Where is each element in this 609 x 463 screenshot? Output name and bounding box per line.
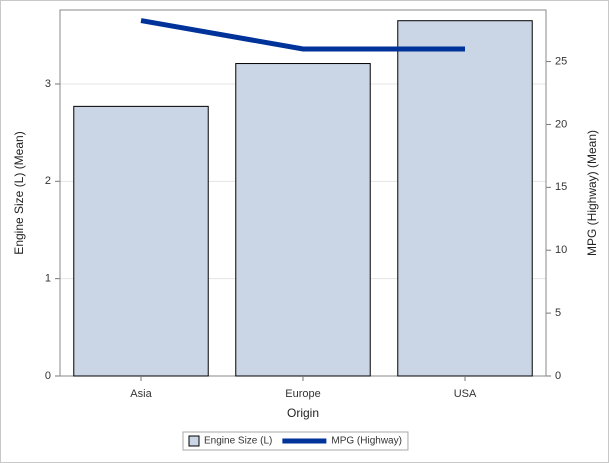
y2-tick-label: 20 bbox=[555, 118, 567, 130]
y2-tick-label: 5 bbox=[555, 307, 561, 319]
x-tick-label: Europe bbox=[285, 388, 320, 400]
legend-label: Engine Size (L) bbox=[204, 436, 272, 447]
bar bbox=[235, 63, 371, 377]
bar bbox=[73, 105, 209, 377]
legend-box bbox=[182, 431, 409, 451]
legend-label: MPG (Highway) bbox=[331, 436, 402, 447]
y2-tick-label: 15 bbox=[555, 181, 567, 193]
y2-tick-label: 10 bbox=[555, 244, 567, 256]
x-tick-label: USA bbox=[454, 388, 477, 400]
x-axis-title: Origin bbox=[287, 406, 319, 420]
y-tick-label: 0 bbox=[45, 370, 51, 382]
y2-tick-label: 25 bbox=[555, 55, 567, 67]
bar bbox=[397, 20, 533, 377]
y-tick-label: 1 bbox=[45, 273, 51, 285]
x-tick-label: Asia bbox=[130, 388, 152, 400]
y-axis-title: Engine Size (L) (Mean) bbox=[12, 131, 26, 254]
legend-swatch bbox=[188, 435, 200, 447]
y-tick-label: 2 bbox=[45, 175, 51, 187]
line bbox=[140, 18, 465, 52]
y2-axis-title: MPG (Highway) (Mean) bbox=[585, 130, 599, 256]
y2-tick-label: 0 bbox=[555, 370, 561, 382]
y-tick-label: 3 bbox=[45, 78, 51, 90]
